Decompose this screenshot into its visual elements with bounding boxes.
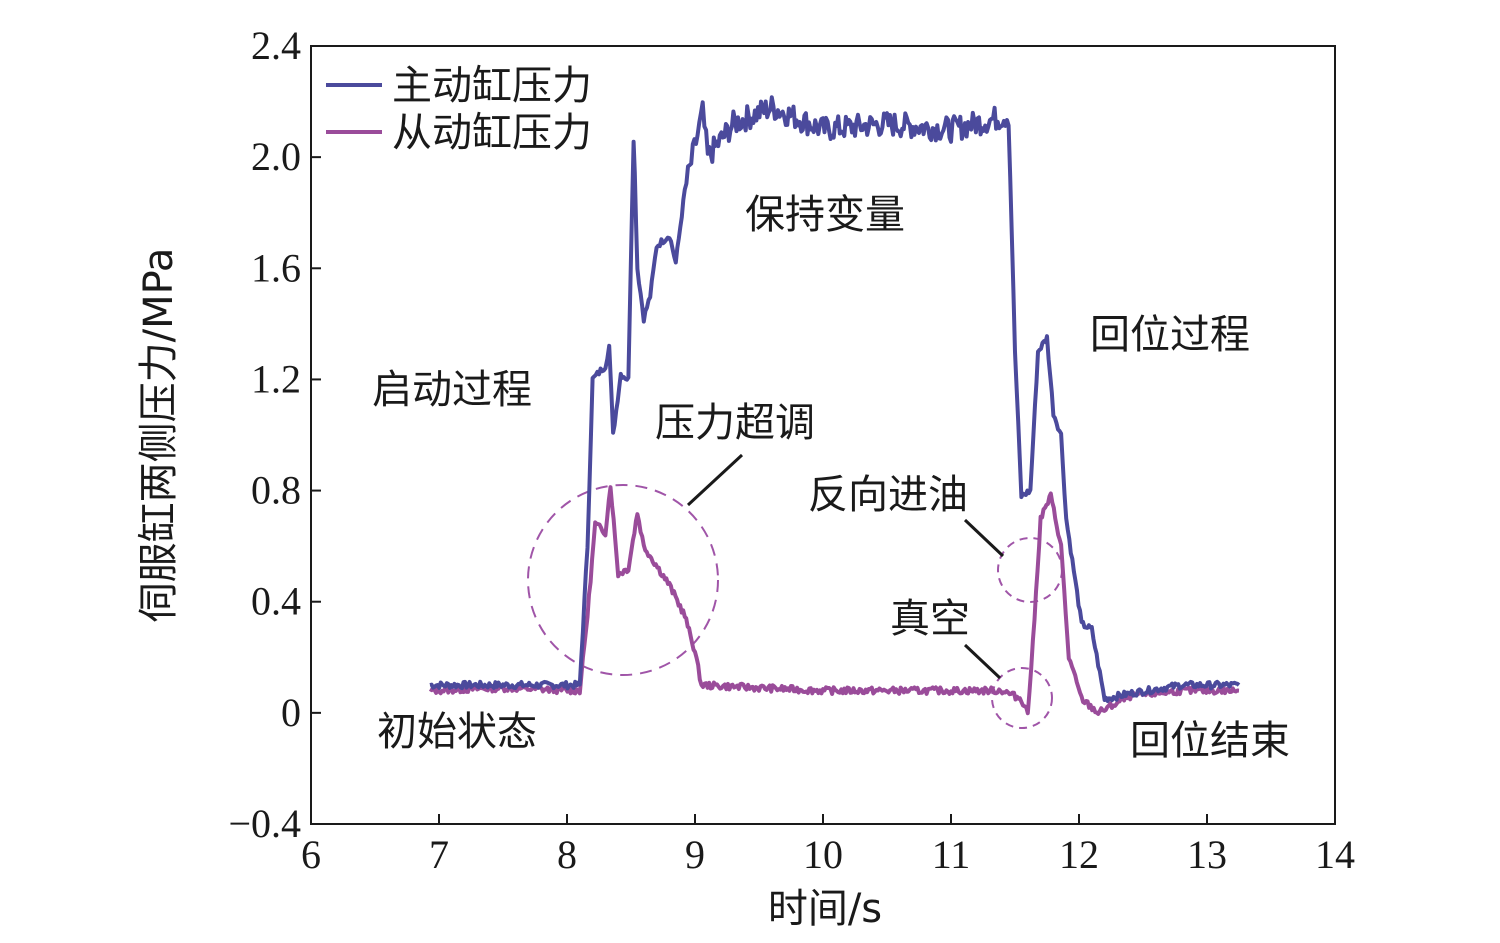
- annotation-return-end: 回位结束: [1130, 718, 1290, 764]
- x-tick-label: 7: [429, 832, 449, 877]
- series-group: [428, 95, 1241, 716]
- overshoot-leader: [686, 453, 744, 507]
- annotation-vacuum: 真空: [890, 596, 970, 642]
- annotation-initial: 初始状态: [377, 709, 537, 755]
- y-tick-label: 2.0: [251, 134, 301, 179]
- x-tick-label: 14: [1315, 832, 1355, 877]
- legend-label-slave: 从动缸压力: [392, 110, 592, 156]
- series-line-slave: [428, 485, 1240, 716]
- y-tick-label: 0.4: [251, 579, 301, 624]
- y-tick-labels: −0.4 0 0.4 0.8 1.2 1.6 2.0 2.4: [228, 23, 301, 846]
- y-tick-label: 1.2: [251, 356, 301, 401]
- y-axis-label: 伺服缸两侧压力/MPa: [136, 248, 182, 623]
- vacuum-circle: [991, 667, 1053, 729]
- x-tick-label: 12: [1059, 832, 1099, 877]
- x-tick-labels: 6 7 8 9 10 11 12 13 14: [301, 832, 1355, 877]
- legend-label-master: 主动缸压力: [392, 63, 592, 109]
- y-tick-label: 0.8: [251, 468, 301, 513]
- x-tick-label: 13: [1187, 832, 1227, 877]
- annotation-hold: 保持变量: [745, 192, 905, 238]
- annotation-return: 回位过程: [1090, 312, 1250, 358]
- x-tick-label: 6: [301, 832, 321, 877]
- overshoot-circle: [527, 484, 719, 676]
- annotation-overshoot: 压力超调: [655, 400, 815, 446]
- y-tick-label: 1.6: [251, 245, 301, 290]
- x-tick-label: 10: [803, 832, 843, 877]
- annotation-startup: 启动过程: [372, 367, 532, 413]
- x-tick-label: 11: [932, 832, 971, 877]
- reverse-oil-circle: [997, 537, 1063, 603]
- annotations: 启动过程 压力超调 保持变量 回位过程 反向进油 真空 初始状态 回位结束: [372, 192, 1290, 764]
- y-tick-label: 0: [281, 690, 301, 735]
- legend: 主动缸压力 从动缸压力: [326, 63, 592, 156]
- reverse-oil-leader: [963, 518, 1005, 558]
- x-tick-label: 9: [685, 832, 705, 877]
- axis-ticks: [310, 45, 1336, 825]
- vacuum-leader: [963, 643, 1002, 680]
- series-line-master: [429, 95, 1241, 703]
- x-tick-label: 8: [557, 832, 577, 877]
- x-axis-label: 时间/s: [768, 886, 882, 932]
- plot-frame: [310, 45, 1336, 825]
- y-tick-label: −0.4: [228, 801, 301, 846]
- annotation-reverse-oil: 反向进油: [808, 472, 968, 518]
- y-tick-label: 2.4: [251, 23, 301, 68]
- callouts: [527, 453, 1063, 729]
